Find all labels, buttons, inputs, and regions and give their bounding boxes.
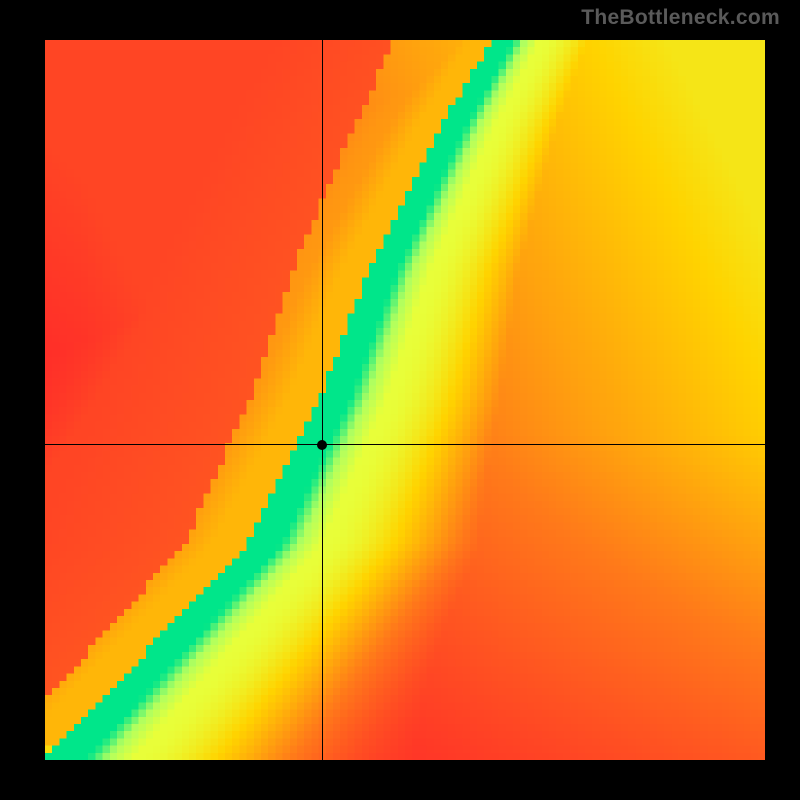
crosshair-marker (317, 440, 327, 450)
watermark-text: TheBottleneck.com (581, 6, 780, 30)
crosshair-vertical (322, 40, 323, 760)
crosshair-horizontal (45, 444, 765, 445)
bottleneck-heatmap (45, 40, 765, 760)
